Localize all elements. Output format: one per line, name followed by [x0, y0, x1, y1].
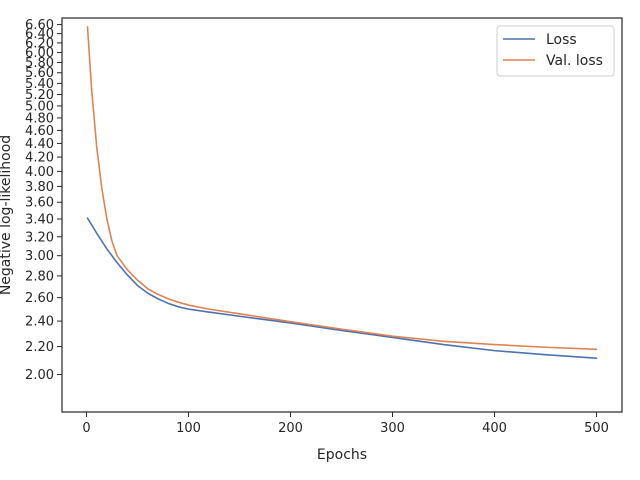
y-tick-label: 4.80 — [25, 111, 54, 126]
y-tick-label: 6.20 — [25, 36, 54, 51]
y-tick-label: 5.00 — [25, 99, 54, 114]
y-tick-label: 3.80 — [25, 180, 54, 195]
series-line-loss — [86, 217, 598, 359]
y-tick-label: 2.60 — [25, 291, 54, 306]
x-axis: 0 100 200 300 400 500 — [82, 412, 609, 436]
y-tick-label: 4.40 — [25, 137, 54, 152]
legend: Loss Val. loss — [496, 25, 615, 77]
y-tick-label: 4.60 — [25, 124, 54, 139]
x-tick-label: 0 — [82, 421, 90, 436]
y-tick-label: 3.00 — [25, 249, 54, 264]
y-tick-label: 3.60 — [25, 196, 54, 211]
x-tick-label: 500 — [584, 421, 609, 436]
y-tick-label: 4.20 — [25, 151, 54, 166]
x-tick-label: 300 — [380, 421, 405, 436]
y-tick-label: 2.40 — [25, 315, 54, 330]
y-tick-label: 4.00 — [25, 165, 54, 180]
y-tick-label: 3.40 — [25, 213, 54, 228]
y-tick-label: 5.80 — [25, 56, 54, 71]
y-tick-label: 6.00 — [25, 46, 54, 61]
series-line-val-loss — [86, 26, 598, 351]
legend-label-loss: Loss — [546, 32, 577, 48]
legend-label-val-loss: Val. loss — [546, 53, 603, 69]
y-tick-label: 2.00 — [25, 368, 54, 383]
x-tick-label: 400 — [482, 421, 507, 436]
y-tick-label: 3.20 — [25, 230, 54, 245]
y-tick-label: 2.20 — [25, 340, 54, 355]
y-tick-label: 5.40 — [25, 77, 54, 92]
plot-frame — [61, 17, 623, 413]
y-tick-label: 6.40 — [25, 27, 54, 42]
y-tick-label: 6.60 — [25, 18, 54, 33]
y-axis-label: Negative log-likelihood — [0, 135, 14, 295]
plot-area — [86, 26, 598, 359]
y-tick-label: 5.20 — [25, 88, 54, 103]
x-axis-label: Epochs — [317, 447, 367, 463]
x-tick-label: 100 — [176, 421, 201, 436]
y-tick-label: 5.60 — [25, 66, 54, 81]
x-tick-label: 200 — [278, 421, 303, 436]
y-axis: 2.00 2.20 2.40 2.60 2.80 3.00 3.20 3.40 3.603.80… — [25, 18, 62, 383]
y-tick-label: 2.80 — [25, 269, 54, 284]
